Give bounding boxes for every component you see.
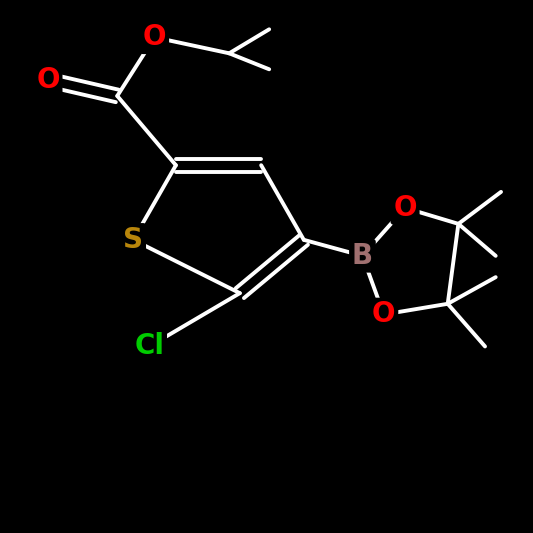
Text: O: O (372, 301, 395, 328)
Text: O: O (393, 194, 417, 222)
Text: B: B (352, 242, 373, 270)
Text: S: S (123, 226, 143, 254)
Text: O: O (143, 23, 166, 51)
Text: O: O (36, 66, 60, 94)
Text: Cl: Cl (134, 333, 164, 360)
